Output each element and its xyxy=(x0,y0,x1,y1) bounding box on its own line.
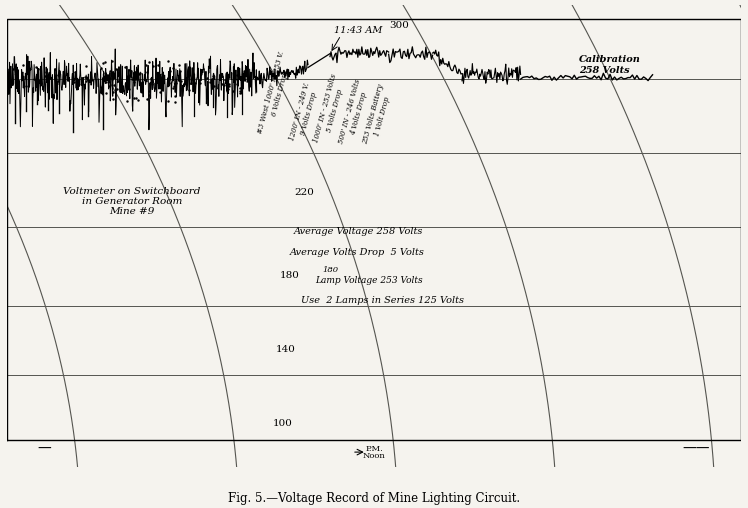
Text: Voltmeter on Switchboard
in Generator Room
Mine #9: Voltmeter on Switchboard in Generator Ro… xyxy=(64,186,200,216)
Text: 253 Volts Battery
1 Volt Drop: 253 Volts Battery 1 Volt Drop xyxy=(361,83,394,147)
Text: 220: 220 xyxy=(295,188,314,197)
Text: 100: 100 xyxy=(272,419,292,428)
Text: P.M.: P.M. xyxy=(365,445,383,453)
Text: Fig. 5.—Voltage Record of Mine Lighting Circuit.: Fig. 5.—Voltage Record of Mine Lighting … xyxy=(228,492,520,505)
Text: 300: 300 xyxy=(390,21,410,30)
Text: #3 West 1000' in 253 V.
6 Volts Drop: #3 West 1000' in 253 V. 6 Volts Drop xyxy=(256,50,295,137)
Text: —: — xyxy=(37,441,51,456)
Text: Calibration
258 Volts: Calibration 258 Volts xyxy=(579,55,641,75)
Text: Noon: Noon xyxy=(363,452,385,460)
Text: Average Volts Drop  5 Volts: Average Volts Drop 5 Volts xyxy=(289,248,425,257)
Text: Average Voltage 258 Volts: Average Voltage 258 Volts xyxy=(293,227,423,236)
Text: 1000' IN - 253 Volts
5 Volts Drop: 1000' IN - 253 Volts 5 Volts Drop xyxy=(313,73,348,146)
Text: ——: —— xyxy=(683,441,711,456)
Text: Use  2 Lamps in Series 125 Volts: Use 2 Lamps in Series 125 Volts xyxy=(301,297,464,305)
Text: 180: 180 xyxy=(280,271,300,280)
Text: 180: 180 xyxy=(322,266,339,274)
Text: 500' IN - 246 Volts
4 Volts Drop: 500' IN - 246 Volts 4 Volts Drop xyxy=(337,78,371,147)
Text: 11:43 AM: 11:43 AM xyxy=(334,26,382,35)
Text: Lamp Voltage 253 Volts: Lamp Voltage 253 Volts xyxy=(316,276,423,284)
Text: 1200' IN - 249 V.
9 Volts Drop: 1200' IN - 249 V. 9 Volts Drop xyxy=(288,82,320,144)
Text: 140: 140 xyxy=(276,345,296,354)
